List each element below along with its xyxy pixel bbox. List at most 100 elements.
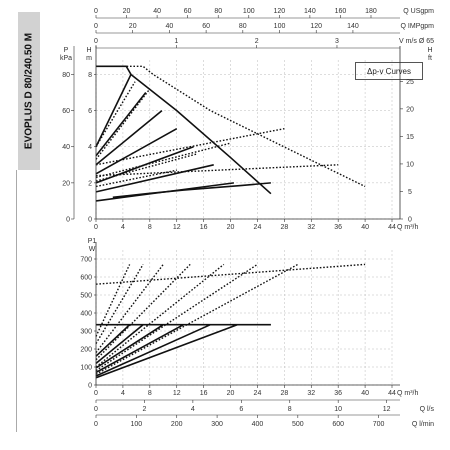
axis-label-h-right: H: [427, 47, 432, 54]
tick-label-top-usgpm: 100: [243, 8, 255, 15]
series-line-bottom-10: [95, 263, 225, 368]
tick-label-bottom-m3h: 0: [94, 390, 98, 397]
tick-label-top-m3h: 16: [200, 224, 208, 231]
tick-label-bottom-ls: 0: [94, 406, 98, 413]
tick-label-top-velocity: 2: [255, 38, 259, 45]
tick-label-top-m3h: 28: [280, 224, 288, 231]
tick-label-y-w: 400: [80, 311, 92, 318]
series-line-top-3: [95, 127, 178, 175]
curves-legend-box: Δp-v Curves: [355, 62, 423, 80]
tick-label-bottom-lmin: 500: [292, 421, 304, 428]
series-line-top-1: [95, 164, 214, 193]
tick-label-y-kpa: 20: [62, 180, 70, 187]
tick-label-top-impgpm: 20: [129, 23, 137, 30]
tick-label-bottom-m3h: 32: [307, 390, 315, 397]
tick-label-top-m3h: 40: [361, 224, 369, 231]
series-line-top-5: [95, 92, 147, 157]
tick-label-bottom-lmin: 600: [332, 421, 344, 428]
tick-label-bottom-m3h: 44: [388, 390, 396, 397]
tick-label-bottom-ls: 6: [239, 406, 243, 413]
axis-label-m: m: [86, 55, 92, 62]
tick-label-bottom-ls: 4: [191, 406, 195, 413]
tick-label-y-ft: 0: [408, 217, 412, 224]
tick-label-top-velocity: 3: [335, 38, 339, 45]
tick-label-y-w: 700: [80, 257, 92, 264]
tick-label-y-kpa: 80: [62, 72, 70, 79]
tick-label-top-usgpm: 80: [214, 8, 222, 15]
series-line-bottom-13: [95, 264, 144, 344]
tick-label-y-w: 300: [80, 329, 92, 336]
tick-label-top-usgpm: 40: [153, 8, 161, 15]
series-line-bottom-9: [95, 263, 258, 372]
left-divider: [16, 170, 17, 432]
axis-label-h: H: [86, 47, 91, 54]
series-line-bottom-8: [95, 263, 299, 375]
tick-label-y-ft: 15: [406, 134, 414, 141]
tick-label-y-ft: 5: [408, 189, 412, 196]
axis-label-p1: P1: [88, 238, 97, 245]
tick-label-y-kpa: 60: [62, 108, 70, 115]
unit-label-top-impgpm: Q IMPgpm: [401, 23, 435, 30]
tick-label-y-ft: 25: [406, 79, 414, 86]
unit-label-top-velocity: V m/s Ø 65: [399, 38, 434, 45]
tick-label-y-w: 600: [80, 275, 92, 282]
series-line-bottom-14: [95, 264, 131, 337]
axis-label-kpa: kPa: [60, 55, 72, 62]
tick-label-top-velocity: 0: [94, 38, 98, 45]
tick-label-top-m3h: 36: [334, 224, 342, 231]
tick-label-bottom-m3h: 24: [254, 390, 262, 397]
tick-label-top-impgpm: 120: [310, 23, 322, 30]
series-line-bottom-4: [95, 324, 164, 369]
series-line-top-15: [95, 81, 136, 148]
series-line-bottom-5: [95, 324, 144, 365]
tick-label-bottom-ls: 12: [383, 406, 391, 413]
unit-label-top-m3h: Q m³/h: [397, 224, 418, 231]
tick-label-y-m: 4: [88, 144, 92, 151]
tick-label-y-w: 200: [80, 347, 92, 354]
series-line-bottom-1: [95, 323, 238, 379]
model-label-bar: EVOPLUS D 80/240.50 M: [18, 12, 40, 170]
tick-label-top-usgpm: 160: [335, 8, 347, 15]
series-line-top-12: [95, 127, 285, 166]
tick-label-y-ft: 10: [406, 161, 414, 168]
tick-label-bottom-ls: 10: [334, 406, 342, 413]
axis-label-w: W: [89, 246, 96, 253]
tick-label-top-impgpm: 60: [202, 23, 210, 30]
series-line-bottom-2: [95, 323, 211, 377]
tick-label-top-impgpm: 140: [347, 23, 359, 30]
series-line-top-14: [95, 88, 151, 160]
tick-label-bottom-lmin: 700: [373, 421, 385, 428]
series-line-top-8: [112, 182, 271, 199]
series-line-bottom-12: [95, 263, 164, 354]
series-line-top-11: [95, 142, 231, 179]
tick-label-bottom-m3h: 8: [148, 390, 152, 397]
series-line-top-4: [95, 109, 163, 166]
tick-label-y-w: 500: [80, 293, 92, 300]
axis-label-p: P: [64, 47, 69, 54]
tick-label-top-m3h: 8: [148, 224, 152, 231]
unit-label-bottom-m3h: Q m³/h: [397, 390, 418, 397]
tick-label-bottom-m3h: 40: [361, 390, 369, 397]
tick-label-y-m: 6: [88, 108, 92, 115]
tick-label-top-m3h: 32: [307, 224, 315, 231]
tick-label-top-m3h: 20: [227, 224, 235, 231]
tick-label-top-usgpm: 0: [94, 8, 98, 15]
tick-label-y-w: 100: [80, 365, 92, 372]
series-line-top-6: [95, 74, 132, 148]
tick-label-top-m3h: 12: [173, 224, 181, 231]
tick-label-y-w: 0: [88, 383, 92, 390]
series-line-top-9: [95, 169, 177, 188]
series-line-top-2: [95, 145, 194, 184]
tick-label-y-kpa: 0: [66, 217, 70, 224]
tick-label-bottom-m3h: 28: [280, 390, 288, 397]
tick-label-bottom-m3h: 20: [227, 390, 235, 397]
axes-layer: 0 4 8 12 16 20 24 28 32 36 40 44 Q m³/h0246802040608…: [60, 8, 435, 428]
tick-label-y-ft: 20: [406, 106, 414, 113]
tick-label-bottom-m3h: 4: [121, 390, 125, 397]
tick-label-top-velocity: 1: [174, 38, 178, 45]
tick-label-bottom-lmin: 300: [211, 421, 223, 428]
tick-label-bottom-m3h: 12: [173, 390, 181, 397]
tick-label-bottom-ls: 2: [142, 406, 146, 413]
series-line-top-7: [96, 65, 272, 195]
